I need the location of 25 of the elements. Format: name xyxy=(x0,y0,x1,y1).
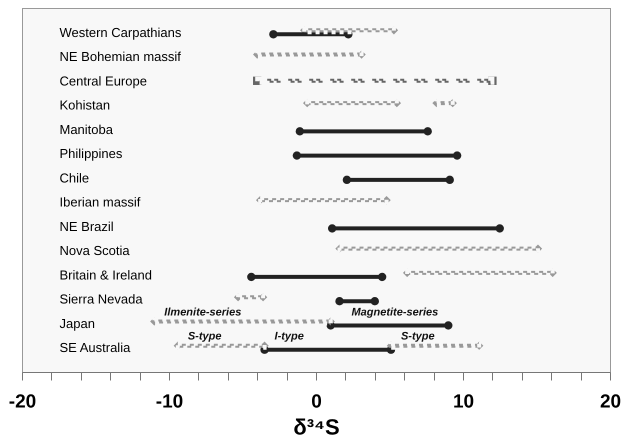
x-axis-title: δ³⁴S xyxy=(293,414,340,440)
y-tick-label: NE Bohemian massif xyxy=(60,49,182,64)
y-tick-label: Western Carpathians xyxy=(60,24,182,40)
x-tick-label: -20 xyxy=(8,392,36,412)
annotation: I-type xyxy=(274,330,304,343)
y-tick-label: Chile xyxy=(60,170,90,186)
y-tick-label: NE Brazil xyxy=(60,218,114,234)
x-tick-label: -10 xyxy=(156,392,184,412)
y-tick-label: Japan xyxy=(60,316,95,331)
y-tick-label: Philippines xyxy=(60,146,123,162)
x-tick-label: 20 xyxy=(600,392,622,412)
x-tick-label: 10 xyxy=(452,392,474,412)
y-tick-label: Britain & Ireland xyxy=(60,267,152,282)
y-tick-label: Nova Scotia xyxy=(60,243,130,258)
annotation: S-type xyxy=(400,330,435,343)
y-tick-label: Manitoba xyxy=(60,122,114,137)
y-tick-label: Central Europe xyxy=(60,73,147,88)
x-tick-label: 0 xyxy=(311,392,322,412)
y-tick-label: Sierra Nevada xyxy=(60,292,144,307)
annotation: Magnetite-series xyxy=(351,306,438,318)
y-tick-label: Kohistan xyxy=(60,98,110,113)
y-tick-label: SE Australia xyxy=(60,340,132,356)
annotation: Ilmenite-series xyxy=(164,306,242,318)
annotation: S-type xyxy=(188,330,222,343)
y-tick-label: Iberian massif xyxy=(60,194,141,210)
